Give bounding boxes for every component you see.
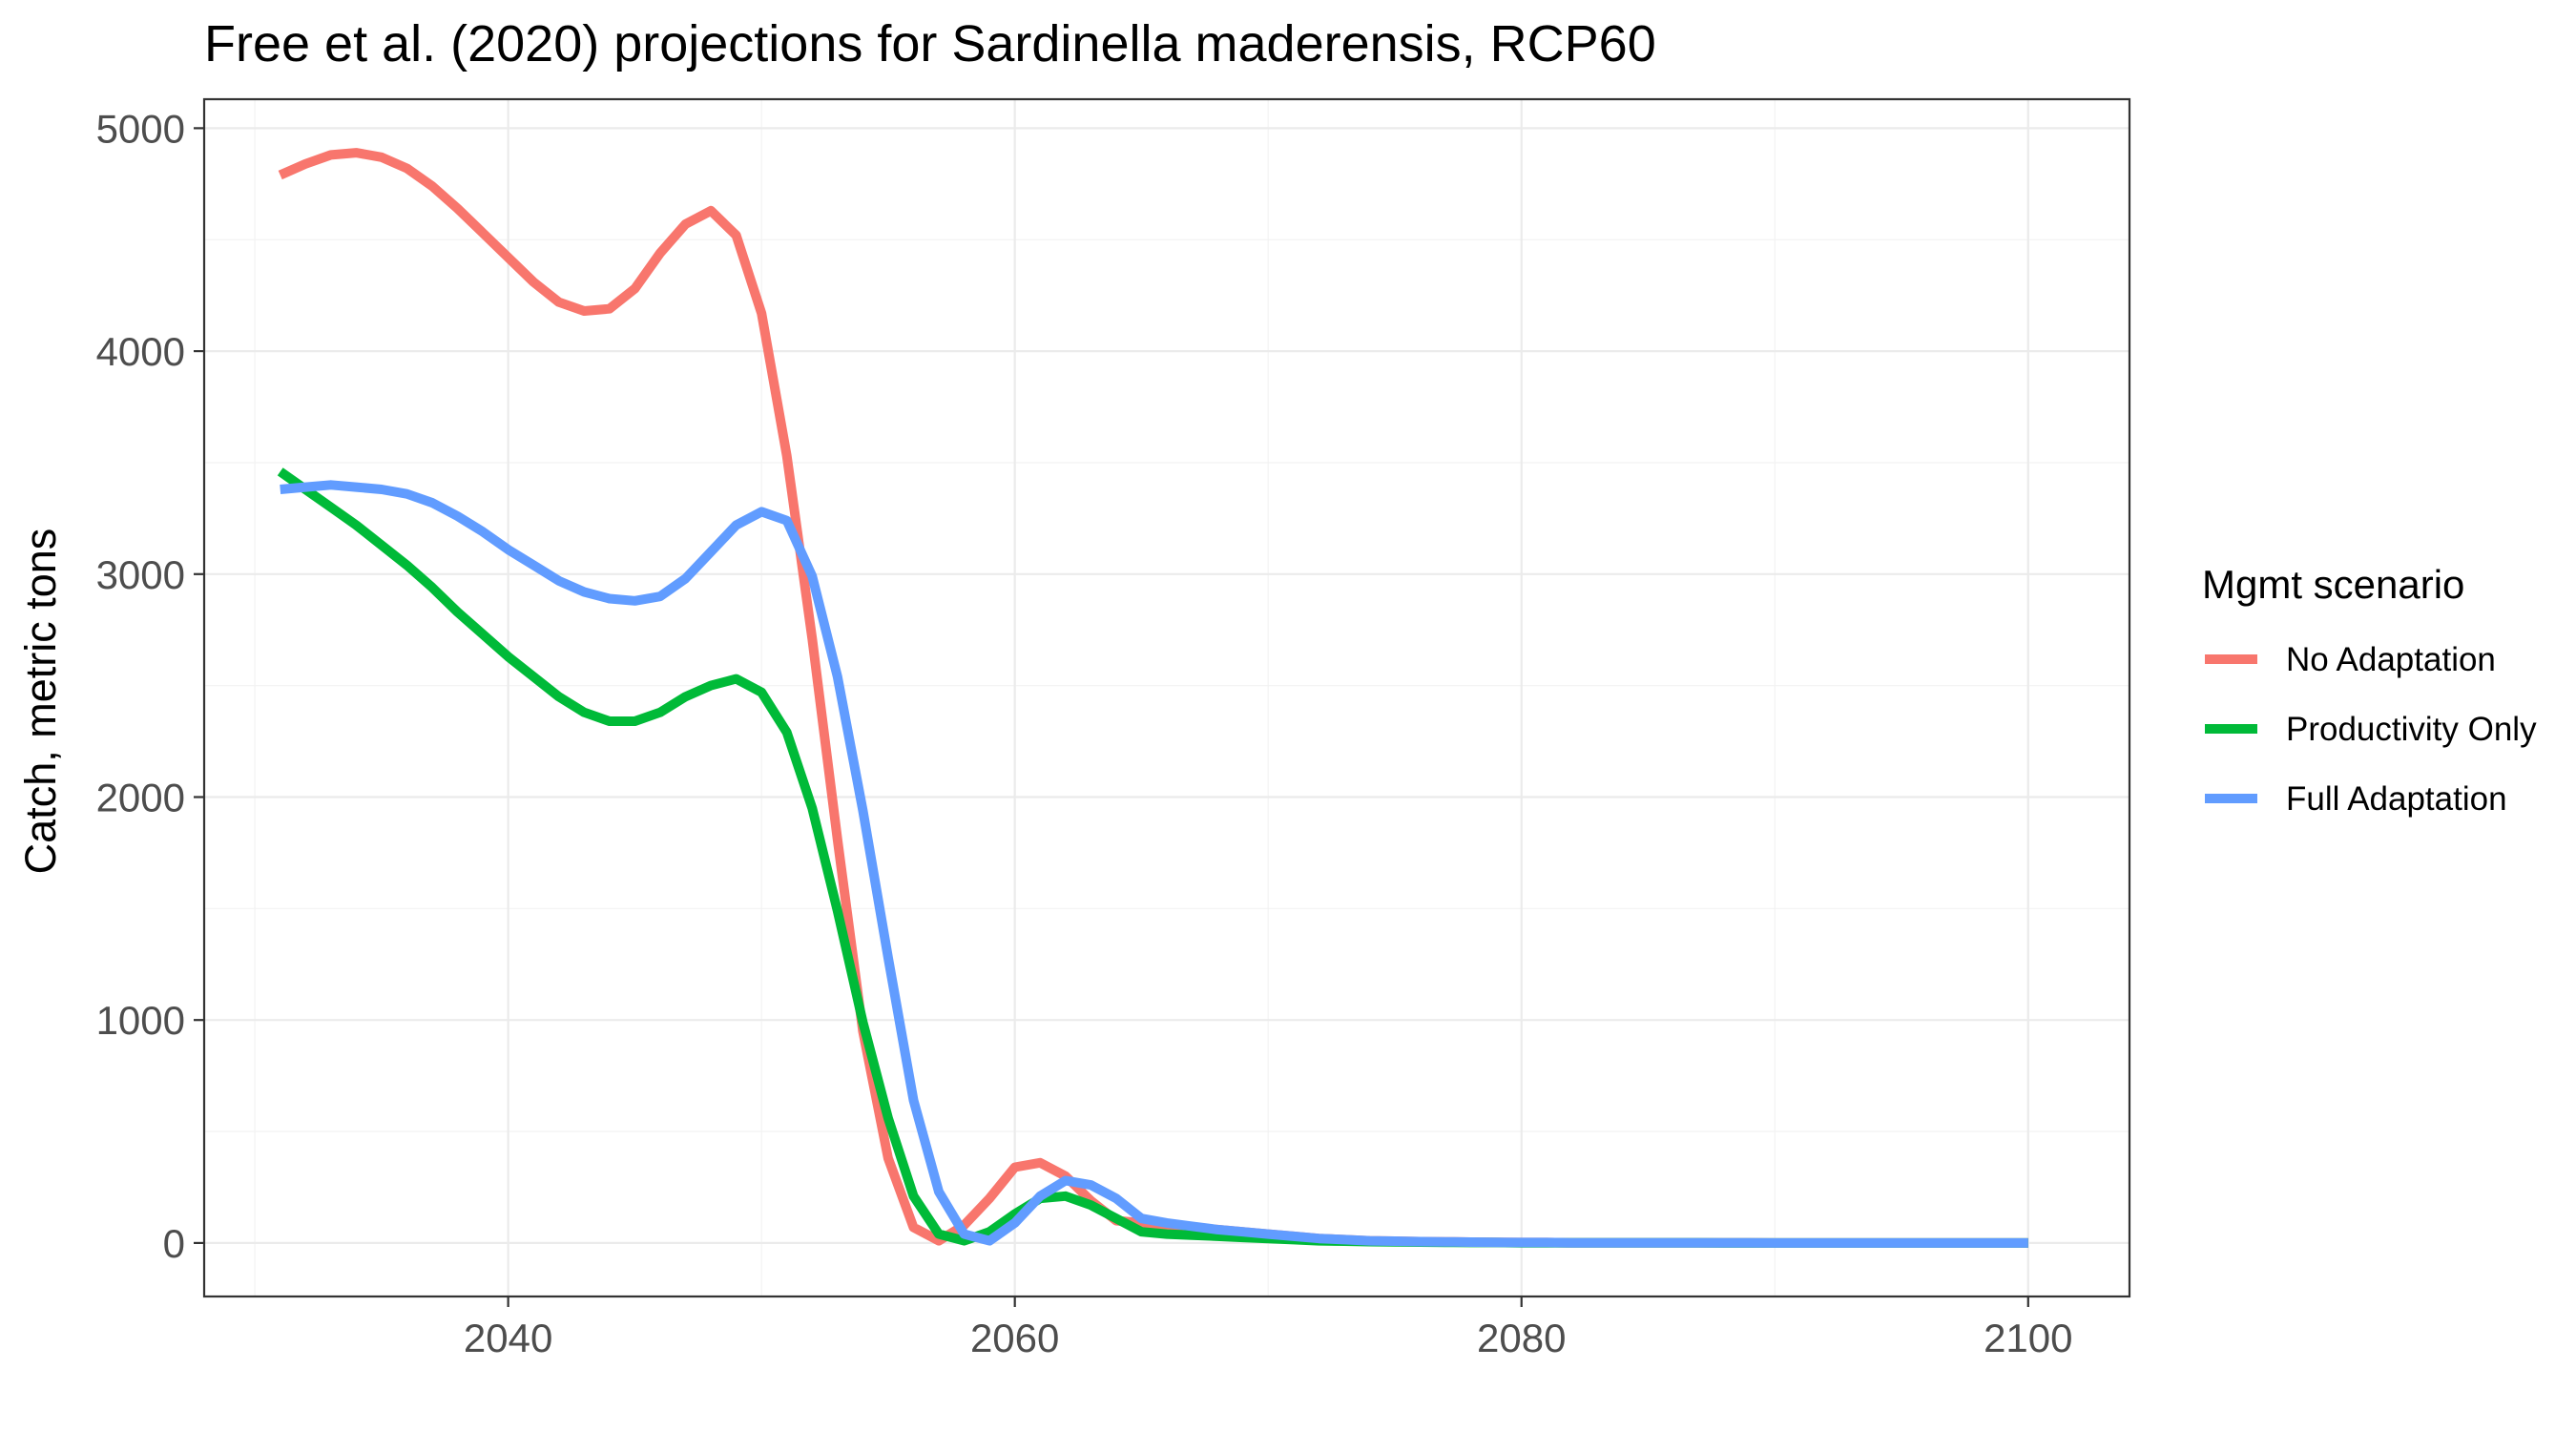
series-line-full-adaptation bbox=[280, 480, 2028, 1248]
x-tick-label: 2060 bbox=[970, 1316, 1059, 1360]
y-axis: 0 1000 2000 3000 4000 5000 bbox=[96, 106, 204, 1266]
major-gridlines bbox=[204, 99, 2129, 1296]
y-tick-label: 1000 bbox=[96, 998, 185, 1043]
y-axis-title: Catch, metric tons bbox=[16, 529, 65, 875]
y-tick-label: 0 bbox=[163, 1221, 185, 1266]
y-tick-label: 3000 bbox=[96, 552, 185, 597]
chart-title: Free et al. (2020) projections for Sardi… bbox=[204, 15, 1656, 73]
legend-items: No Adaptation Productivity Only Full Adapt… bbox=[2205, 641, 2537, 818]
legend-label-no-adaptation: No Adaptation bbox=[2286, 641, 2496, 678]
panel-background bbox=[204, 99, 2129, 1296]
legend-label-full-adaptation: Full Adaptation bbox=[2286, 780, 2507, 818]
x-tick-label: 2080 bbox=[1477, 1316, 1566, 1360]
legend-item-no-adaptation: No Adaptation bbox=[2205, 641, 2496, 678]
x-tick-label: 2040 bbox=[464, 1316, 552, 1360]
legend: Mgmt scenario No Adaptation Productivity … bbox=[2202, 562, 2537, 818]
x-axis: 2040 2060 2080 2100 bbox=[464, 1296, 2073, 1360]
y-tick-label: 2000 bbox=[96, 775, 185, 819]
x-tick-label: 2100 bbox=[1984, 1316, 2072, 1360]
legend-item-productivity-only: Productivity Only bbox=[2205, 711, 2537, 748]
plot-panel bbox=[202, 97, 2131, 1298]
y-tick-label: 4000 bbox=[96, 329, 185, 374]
panel-border bbox=[202, 97, 2131, 1298]
legend-title: Mgmt scenario bbox=[2202, 562, 2464, 607]
series-lines bbox=[277, 148, 2028, 1248]
legend-label-productivity-only: Productivity Only bbox=[2286, 711, 2537, 748]
y-tick-label: 5000 bbox=[96, 106, 185, 151]
legend-item-full-adaptation: Full Adaptation bbox=[2205, 780, 2507, 818]
